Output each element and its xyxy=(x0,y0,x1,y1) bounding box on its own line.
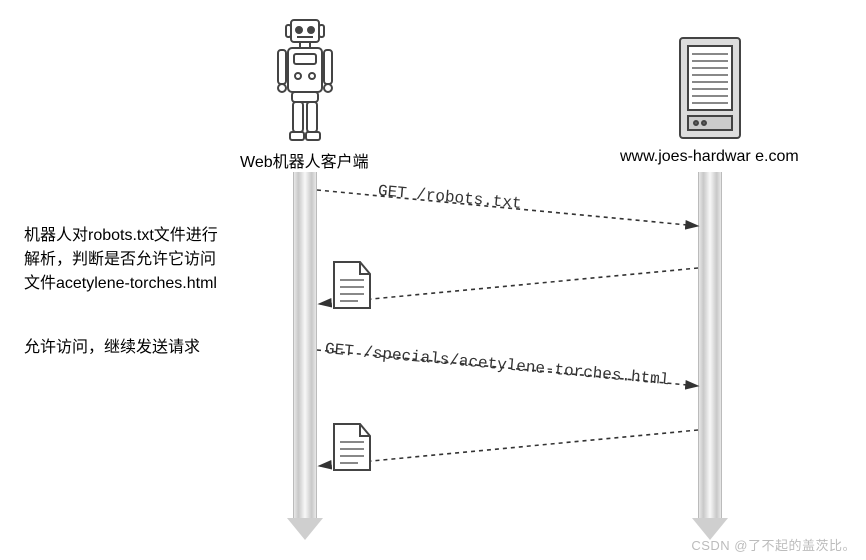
server-lifeline xyxy=(698,172,722,520)
side-note-2-line1: 允许访问，继续发送请求 xyxy=(24,339,200,356)
client-lifeline xyxy=(293,172,317,520)
side-note-1-line1: 机器人对robots.txt文件进行 xyxy=(24,227,218,244)
side-note-1-line2: 解析，判断是否允许它访问 xyxy=(24,251,216,268)
msg3-label: GET /specials/acetylene-torches.html xyxy=(324,340,670,389)
msg1-label: GET /robots.txt xyxy=(377,182,522,213)
client-label: Web机器人客户端 xyxy=(240,148,369,172)
watermark: CSDN @了不起的盖茨比。 xyxy=(691,535,856,554)
server-label: www.joes-hardwar e.com xyxy=(620,148,799,166)
sequence-diagram: Web机器人客户端 www.joes-hardwar e.com xyxy=(0,0,866,560)
side-note-1-line3: 文件acetylene-torches.html xyxy=(24,275,217,292)
robot-icon xyxy=(276,18,334,147)
server-icon xyxy=(678,36,742,145)
side-note-1: 机器人对robots.txt文件进行 解析，判断是否允许它访问 文件acetyl… xyxy=(24,224,218,296)
side-note-2: 允许访问，继续发送请求 xyxy=(24,336,200,360)
client-lifeline-arrow xyxy=(287,518,323,540)
